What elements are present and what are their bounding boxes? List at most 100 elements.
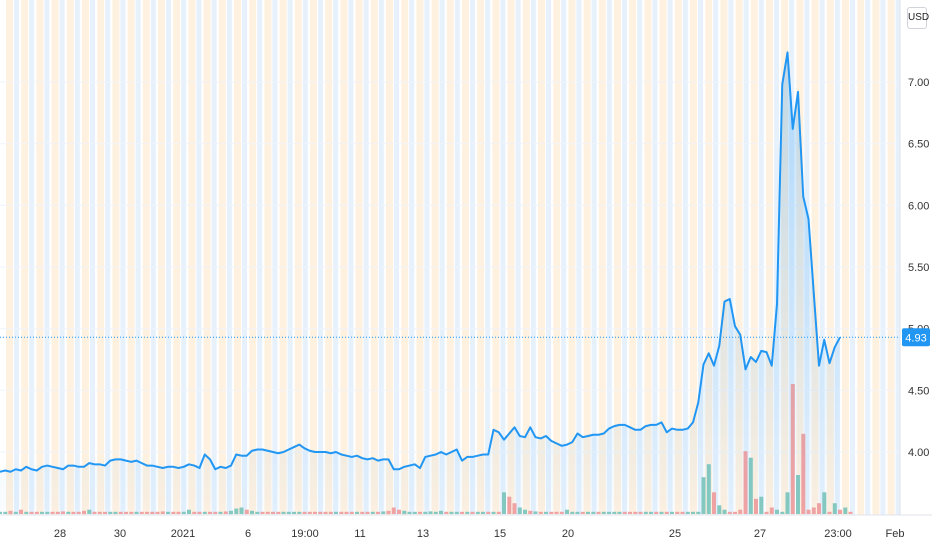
postmarket-session-band [546,0,551,515]
currency-button[interactable]: USD [907,7,929,29]
postmarket-session-band [363,0,369,515]
premarket-session-band [553,0,561,515]
postmarket-session-band [166,0,171,515]
postmarket-session-band [698,0,703,515]
price-area-fill [0,52,840,516]
price-line-group [0,51,841,473]
postmarket-session-band [530,0,536,515]
postmarket-session-band [242,0,247,515]
postmarket-session-band [90,0,95,515]
x-tick-label: 27 [754,528,766,540]
postmarket-session-band [424,0,430,515]
premarket-session-band [234,0,241,515]
premarket-session-band [97,0,105,515]
postmarket-session-band [287,0,293,515]
premarket-session-band [705,0,713,515]
premarket-session-band [218,0,226,515]
premarket-session-band [36,0,44,515]
price-area [0,52,840,516]
postmarket-session-band [774,0,779,515]
last-price-badge [902,328,930,347]
postmarket-session-band [895,0,901,515]
postmarket-session-band [272,0,278,515]
postmarket-session-band [333,0,339,515]
premarket-session-band [82,0,89,515]
premarket-session-band [690,0,697,515]
postmarket-session-band [150,0,156,515]
y-tick-label: 7.00 [908,77,929,89]
premarket-session-band [158,0,165,515]
premarket-session-band [659,0,667,515]
postmarket-session-band [211,0,217,515]
postmarket-session-band [880,0,886,515]
x-tick-label: 30 [114,528,126,540]
postmarket-session-band [439,0,445,515]
postmarket-session-band [59,0,65,515]
postmarket-session-band [500,0,506,515]
postmarket-session-band [74,0,80,515]
postmarket-session-band [834,0,840,515]
premarket-session-band [416,0,424,515]
premarket-session-band [127,0,135,515]
premarket-session-band [112,0,120,515]
postmarket-session-band [454,0,460,515]
premarket-session-band [568,0,576,515]
premarket-session-band [294,0,302,515]
postmarket-session-band [758,0,764,515]
x-tick-label: 25 [669,528,681,540]
premarket-session-band [629,0,637,515]
postmarket-session-band [865,0,871,515]
last-price-group: 4.93 [0,328,930,347]
premarket-session-band [6,0,13,515]
postmarket-session-band [181,0,187,515]
y-tick-label: 5.50 [908,262,929,274]
premarket-session-band [142,0,150,515]
premarket-session-band [522,0,530,515]
x-tick-label: 20 [562,528,574,540]
postmarket-session-band [819,0,825,515]
y-tick-label: 6.00 [908,200,929,212]
premarket-session-band [644,0,652,515]
premarket-session-band [188,0,196,515]
premarket-session-band [203,0,211,515]
premarket-session-band [21,0,29,515]
premarket-session-band [386,0,393,515]
x-tick-label: 15 [494,528,506,540]
premarket-session-band [355,0,363,515]
premarket-session-band [401,0,409,515]
postmarket-session-band [394,0,399,515]
postmarket-session-band [728,0,734,515]
premarket-session-band [66,0,74,515]
postmarket-session-band [850,0,855,515]
premarket-session-band [477,0,485,515]
postmarket-session-band [302,0,308,515]
x-tick-label: 13 [417,528,429,540]
premarket-session-band [614,0,621,515]
premarket-session-band [325,0,333,515]
premarket-session-band [872,0,880,515]
premarket-session-band [674,0,682,515]
premarket-session-band [842,0,849,515]
premarket-session-band [310,0,317,515]
x-tick-label: 23:00 [824,528,852,540]
price-axis[interactable]: 4.004.505.005.506.006.507.00 [908,77,929,459]
postmarket-session-band [14,0,19,515]
postmarket-session-band [409,0,415,515]
postmarket-session-band [667,0,673,515]
premarket-session-band [735,0,743,515]
postmarket-session-band [622,0,627,515]
postmarket-session-band [743,0,749,515]
premarket-session-band [720,0,728,515]
x-tick-label: 11 [354,528,365,540]
time-axis[interactable]: 28 30 2021 6 19:00 11 13 15 20 25 27 23:00 Feb [54,528,905,540]
postmarket-session-band [318,0,323,515]
postmarket-session-band [561,0,567,515]
premarket-session-band [173,0,181,515]
premarket-session-band [507,0,515,515]
postmarket-session-band [637,0,643,515]
volume-bar [843,507,848,514]
premarket-session-band [887,0,895,515]
y-tick-label: 6.50 [908,139,929,151]
